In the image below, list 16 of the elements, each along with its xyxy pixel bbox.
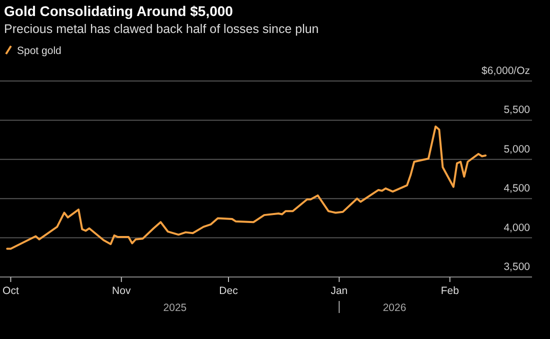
x-tick-label: Nov: [112, 285, 132, 297]
x-tick-label: Dec: [219, 285, 238, 297]
y-tick-label: 3,500: [504, 261, 530, 273]
legend-label: Spot gold: [17, 45, 62, 57]
y-tick-label: 5,500: [504, 104, 530, 116]
y-tick-label: 5,000: [504, 143, 530, 156]
x-tick-label: Oct: [2, 285, 19, 297]
text: 2025: [163, 302, 187, 314]
y-tick-label: 4,000: [504, 222, 530, 234]
x-tick-label: Feb: [440, 285, 460, 297]
y-tick-label: 4,500: [504, 182, 530, 195]
chart-title: Gold Consolidating Around $5,000: [4, 3, 234, 19]
x-tick-label: Jan: [330, 285, 348, 297]
y-tick-label: $6,000/Oz: [482, 65, 530, 77]
chart-subtitle: Precious metal has clawed back half of losses since plun: [4, 22, 319, 36]
text: 2026: [382, 302, 406, 314]
